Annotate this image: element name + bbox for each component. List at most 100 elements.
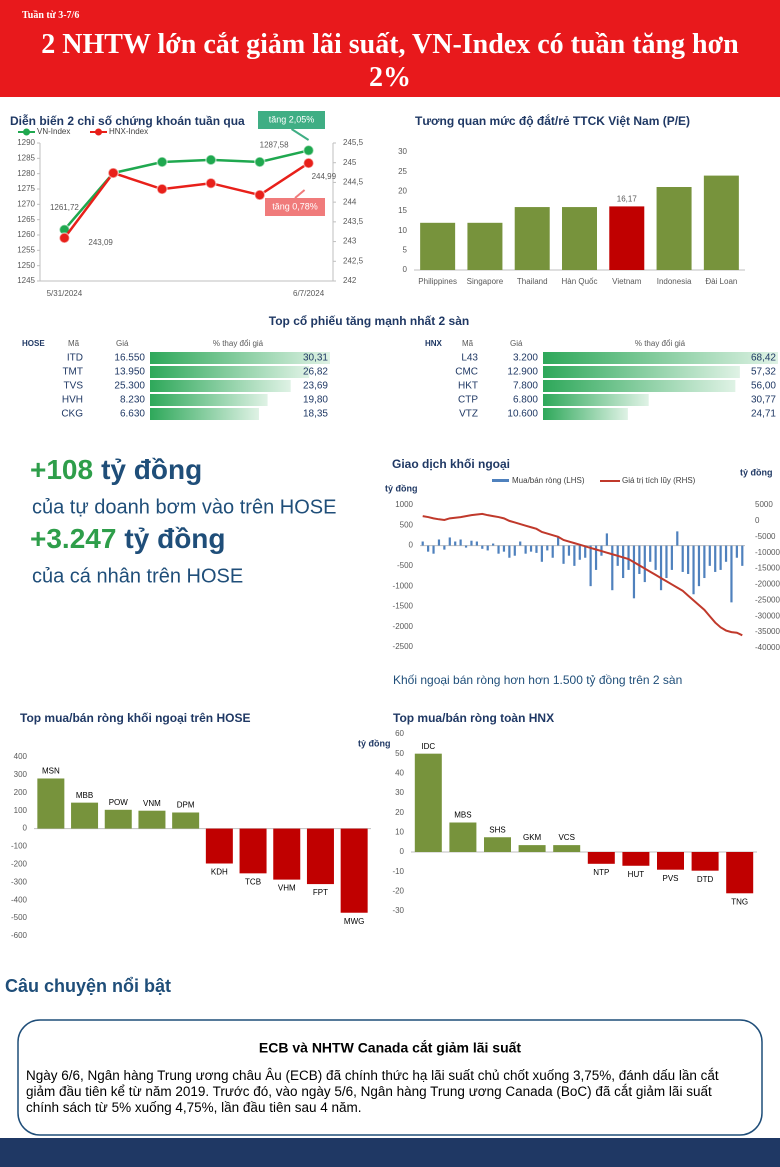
bar: [622, 545, 625, 579]
stock-code: CKG: [61, 409, 83, 420]
y-tick-label: -200: [11, 860, 28, 869]
y-tick-label: 0: [409, 541, 414, 550]
bar: [467, 222, 503, 270]
table-title: Top cổ phiếu tăng mạnh nhất 2 sàn: [269, 314, 469, 328]
bar: [427, 545, 430, 552]
data-label: 1287,58: [260, 141, 289, 150]
y-tick-label: -2500: [393, 642, 414, 651]
y2-tick-label: 0: [755, 516, 760, 525]
bar: [513, 545, 516, 556]
bar: [529, 545, 533, 552]
y-tick-label: -20: [392, 886, 404, 895]
bar-label: MWG: [344, 917, 364, 926]
bar: [340, 828, 368, 913]
annotation-box: [265, 198, 325, 216]
bar-label: TCB: [245, 877, 261, 886]
exchange-name: HOSE: [22, 339, 45, 348]
y-tick-label: 1000: [395, 500, 413, 509]
change-bar: [543, 408, 628, 420]
point: [156, 156, 168, 168]
change-label: 57,32: [751, 367, 776, 378]
bar: [735, 545, 738, 558]
y-tick-label: 1275: [17, 184, 35, 193]
bar-label: NTP: [593, 868, 609, 877]
legend-label: Mua/bán ròng (LHS): [512, 476, 585, 485]
y-tick-label: -600: [11, 931, 28, 940]
bar: [497, 545, 500, 554]
change-bar: [150, 394, 268, 406]
y-tick-label: 60: [395, 729, 404, 738]
y-tick-label: 15: [398, 206, 407, 215]
point: [156, 183, 168, 195]
y-tick-label: -10: [392, 867, 404, 876]
annotation-pointer: [290, 128, 310, 141]
stock-price: 10.600: [507, 409, 538, 420]
y2-axis-label: tỷ đồng: [740, 467, 773, 477]
bar: [484, 837, 511, 852]
x-tick-label: Philippines: [418, 277, 457, 286]
bar-label: VNM: [143, 799, 161, 808]
stock-code: TMT: [62, 367, 83, 378]
bar-label: HUT: [628, 870, 645, 879]
bar: [475, 541, 478, 546]
bar: [654, 545, 657, 570]
bar: [486, 545, 489, 551]
y-tick-label: 1270: [17, 199, 35, 208]
x-tick-label: Vietnam: [612, 277, 642, 286]
chart-title: Giao dịch khối ngoại: [392, 457, 510, 471]
bar: [691, 852, 719, 871]
story-title: ECB và NHTW Canada cắt giảm lãi suất: [259, 1039, 522, 1056]
bar: [481, 545, 484, 549]
stock-price: 6.630: [120, 409, 145, 420]
bar: [454, 541, 457, 546]
highlight-amount: +3.247 tỷ đồng: [30, 523, 226, 554]
change-label: 24,71: [751, 409, 776, 420]
legend-label: HNX-Index: [109, 127, 148, 136]
bar-label: KDH: [211, 868, 228, 877]
stock-code: TVS: [64, 381, 84, 392]
bar: [502, 545, 506, 552]
bar: [459, 539, 462, 546]
y-tick-label: 30: [398, 147, 407, 156]
x-tick-label: Hàn Quốc: [561, 277, 597, 286]
column-header: % thay đổi giá: [635, 339, 686, 348]
bar: [692, 545, 695, 595]
bar: [306, 828, 334, 885]
bar: [546, 545, 549, 551]
y-tick-label: 10: [398, 226, 407, 235]
bar: [421, 541, 424, 546]
change-bar: [543, 380, 736, 392]
bar: [697, 545, 701, 587]
bar: [578, 545, 581, 560]
y2-tick-label: 243,5: [343, 217, 364, 226]
y-tick-label: 25: [398, 167, 407, 176]
series-line: [422, 512, 743, 637]
stock-price: 13.950: [114, 367, 145, 378]
point: [302, 144, 315, 157]
bar: [562, 545, 565, 564]
bar: [205, 828, 233, 864]
bar-label: MSN: [42, 767, 60, 776]
bar: [594, 545, 598, 570]
point: [254, 156, 266, 168]
y-tick-label: 10: [395, 827, 404, 836]
change-label: 30,31: [303, 353, 328, 364]
bar-label: VHM: [278, 884, 296, 893]
bar: [587, 852, 615, 864]
bar: [420, 222, 456, 270]
bar: [464, 545, 468, 548]
y-tick-label: -300: [11, 877, 28, 886]
stock-code: CMC: [455, 367, 478, 378]
change-label: 30,77: [751, 395, 776, 406]
bar-label: MBS: [454, 811, 471, 820]
bar: [37, 778, 65, 829]
y2-tick-label: -5000: [755, 532, 776, 541]
bar-label: MBB: [76, 791, 93, 800]
bar: [437, 539, 441, 546]
bar: [104, 809, 132, 829]
bar: [432, 545, 435, 554]
bar: [681, 545, 684, 572]
x-tick-label: Indonesia: [657, 277, 692, 286]
annotation: tăng 2,05%: [269, 114, 315, 124]
